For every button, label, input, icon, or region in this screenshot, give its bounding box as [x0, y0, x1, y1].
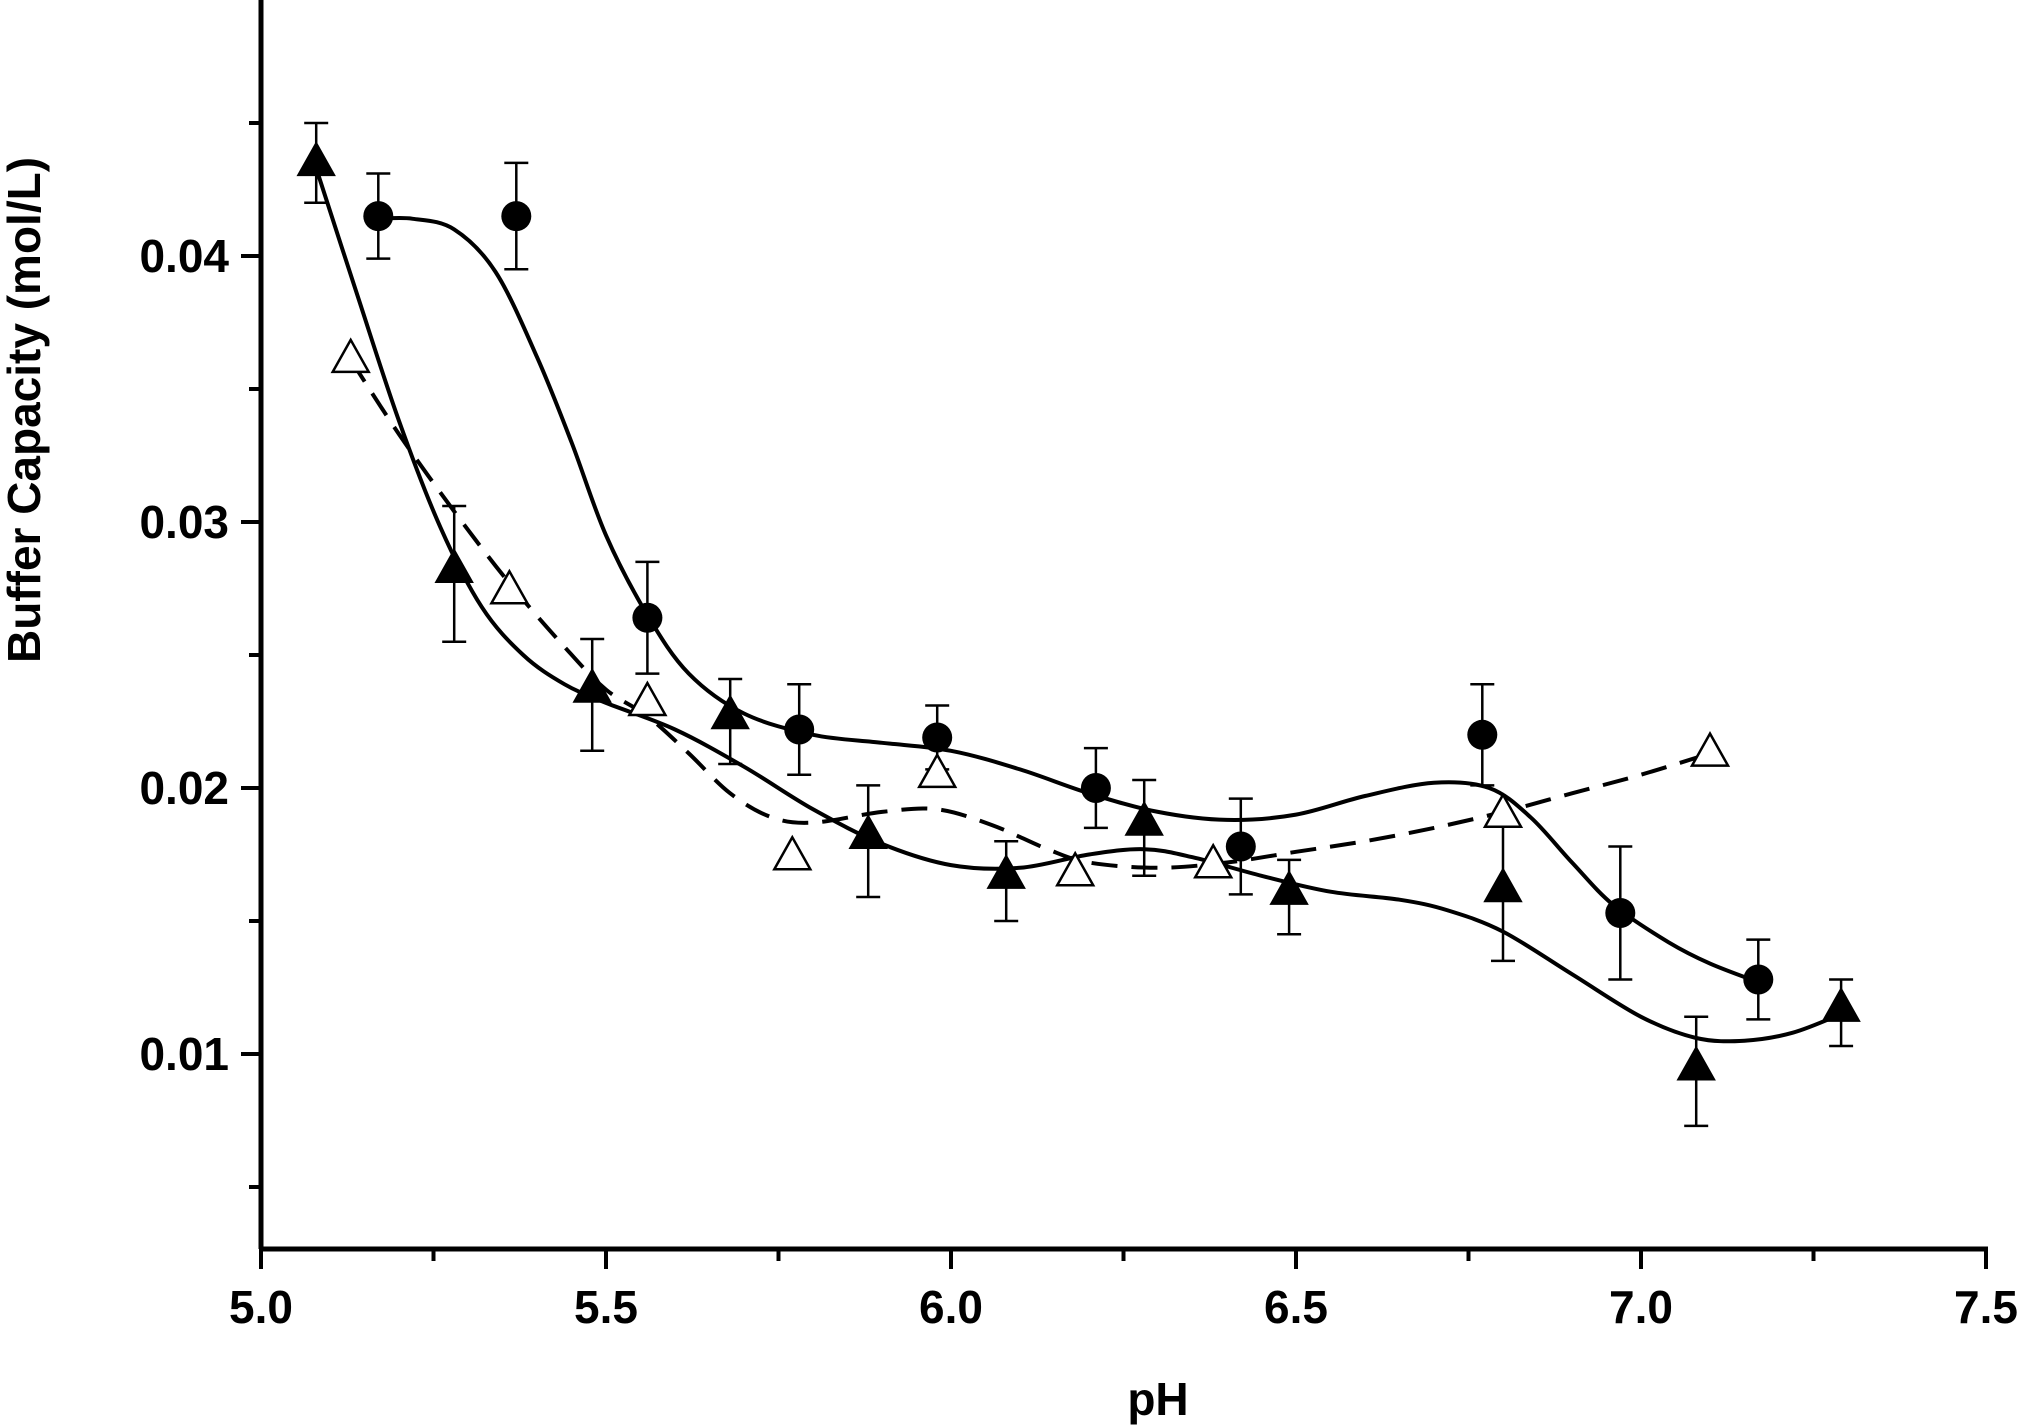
y-tick-label: 0.04 [139, 230, 229, 282]
circle-point [922, 722, 953, 753]
open-triangle-point [772, 834, 813, 871]
filled-triangle-point [1483, 867, 1523, 903]
x-tick-label: 6.0 [919, 1281, 983, 1333]
x-tick-label: 7.5 [1954, 1281, 2018, 1333]
y-tick-label: 0.01 [139, 1028, 229, 1080]
open-triangle-point [1482, 792, 1524, 829]
circle-series-fit-curve [378, 216, 1760, 985]
filled-triangle-point [296, 141, 336, 177]
open-triangle-point [1193, 842, 1234, 879]
x-tick-label: 5.5 [574, 1281, 638, 1333]
open-triangle-series-fit-curve [349, 358, 1711, 870]
y-tick-label: 0.03 [139, 496, 229, 548]
filled-triangle-point [1821, 986, 1861, 1022]
circle-point [784, 714, 815, 745]
filled-triangle-point [986, 853, 1026, 889]
y-tick-label: 0.02 [139, 762, 229, 814]
x-tick-label: 6.5 [1264, 1281, 1328, 1333]
fit-curves [314, 167, 1842, 1044]
x-axis-title: pH [1127, 1373, 1188, 1425]
circle-point [632, 602, 663, 633]
open-triangle-point [330, 337, 371, 374]
circle-point [1743, 964, 1774, 995]
circle-point [1225, 831, 1256, 862]
circle-point [1605, 898, 1636, 929]
open-triangle-point [917, 752, 958, 789]
data-markers [296, 141, 1861, 1081]
open-triangle-point [1055, 850, 1096, 887]
axes [241, 0, 1988, 1269]
filled-triangle-series-fit-curve [314, 167, 1842, 1044]
x-tick-label: 5.0 [229, 1281, 293, 1333]
open-triangle-point [489, 568, 530, 605]
circle-point [363, 201, 394, 232]
tick-labels: 5.0 5.5 6.0 6.5 7.0 7.5 0.01 0.02 0.03 0.04 [139, 230, 2018, 1333]
filled-triangle-point [710, 694, 750, 730]
filled-triangle-point [1676, 1045, 1716, 1081]
circle-point [1467, 719, 1498, 750]
filled-triangle-point [572, 667, 612, 703]
filled-triangle-point [1124, 800, 1164, 836]
open-triangle-point [627, 680, 668, 717]
error-bars [304, 121, 1854, 1128]
y-axis-title: Buffer Capacity (mol/L) [0, 157, 50, 663]
filled-triangle-point [848, 813, 888, 849]
circle-point [1080, 773, 1111, 803]
filled-triangle-point [1269, 869, 1309, 905]
open-triangle-point [1689, 731, 1731, 767]
x-tick-label: 7.0 [1609, 1281, 1673, 1333]
circle-point [501, 201, 532, 232]
filled-triangle-point [434, 547, 474, 583]
